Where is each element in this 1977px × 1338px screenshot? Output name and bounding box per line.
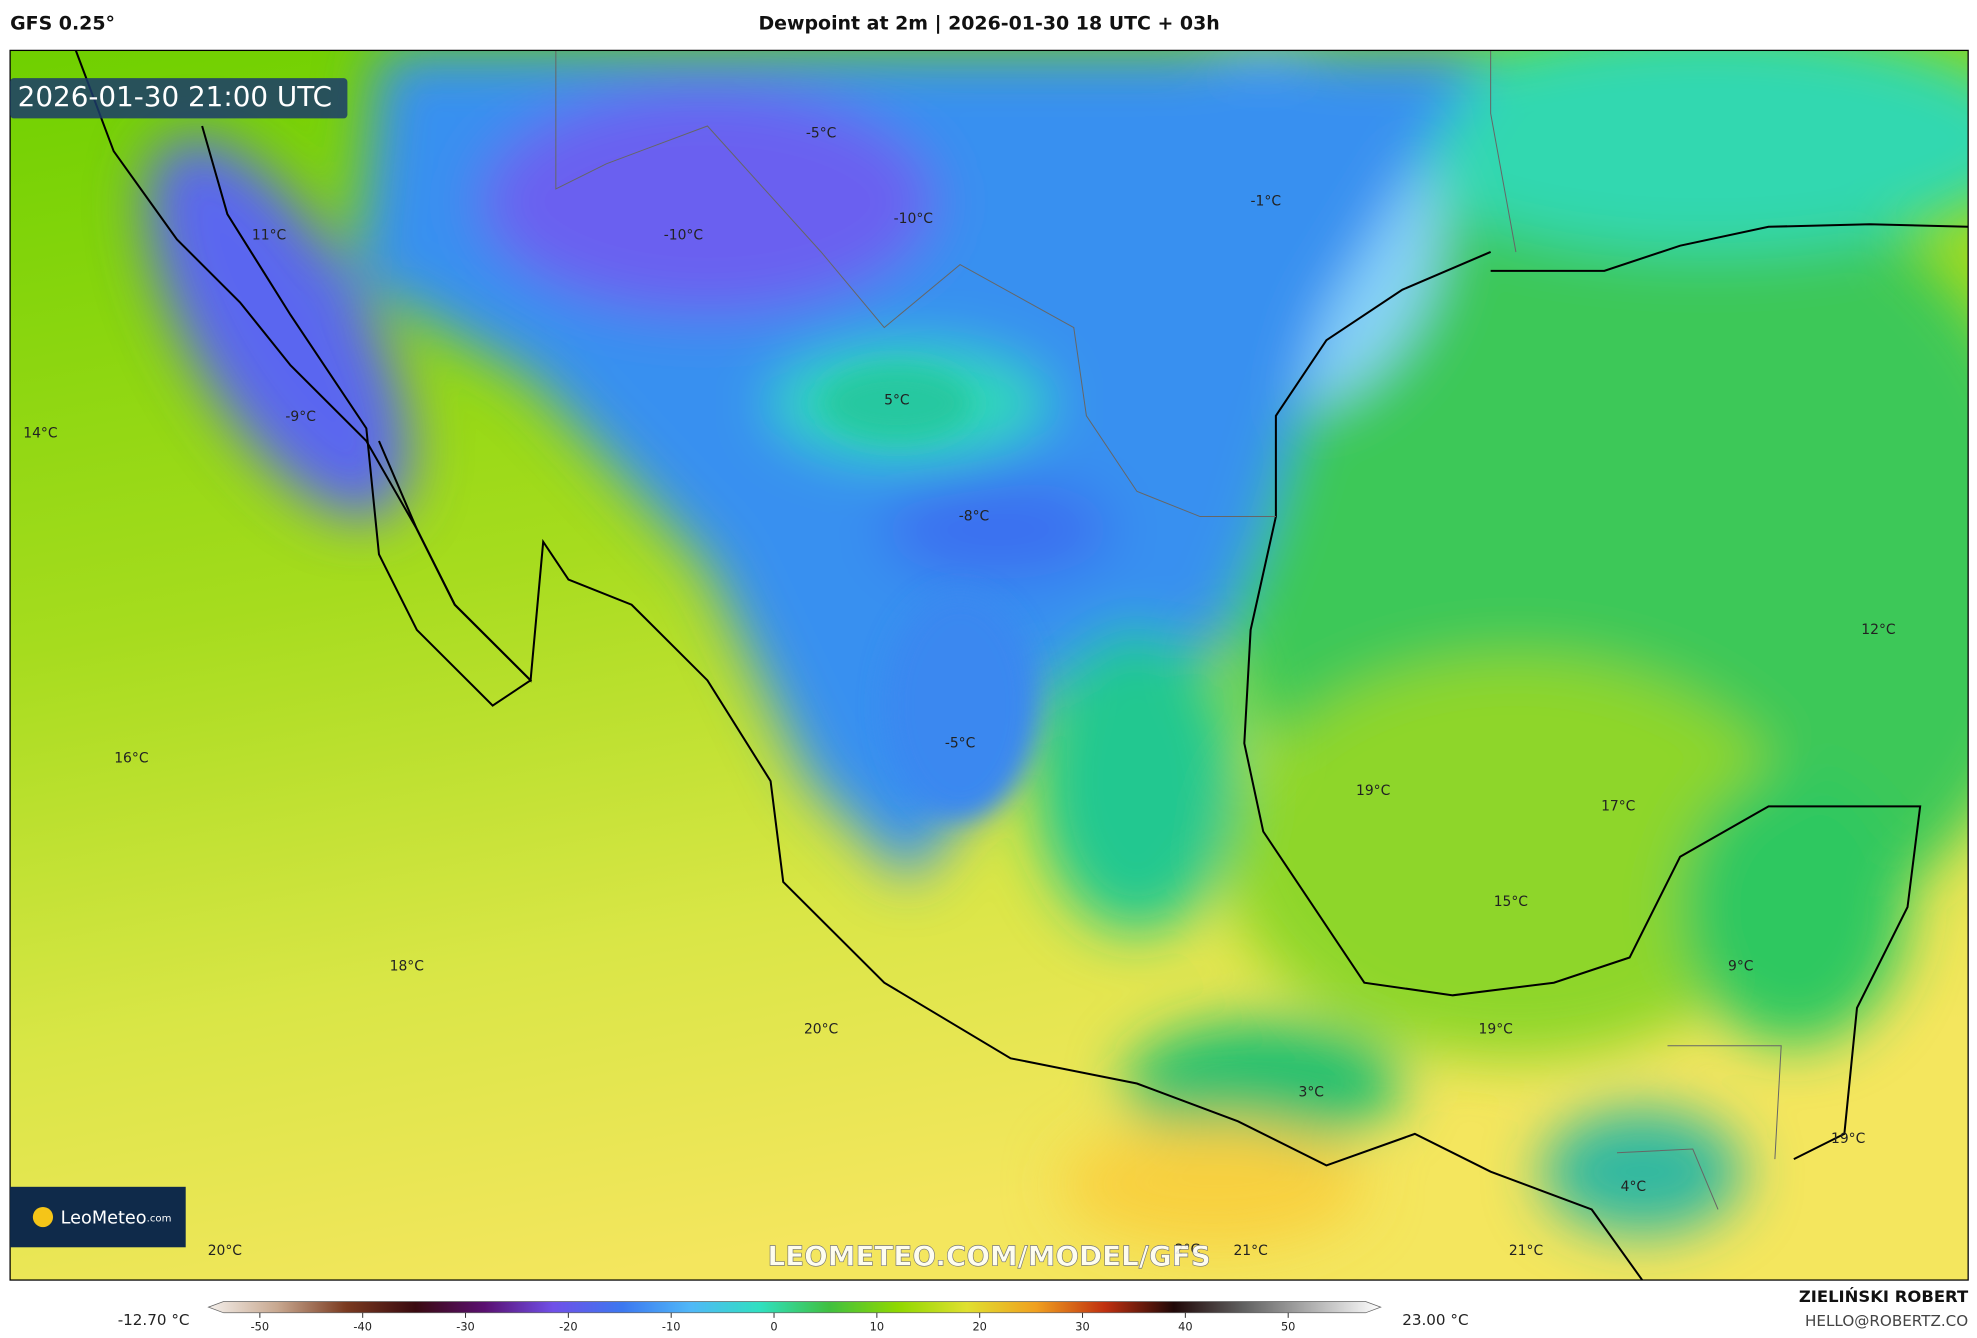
map-label: 11°C bbox=[252, 228, 286, 244]
map-label: -5°C bbox=[945, 735, 975, 751]
map-labels: 11°C -10°C -10°C -5°C -1°C 5°C -9°C 14°C -8°C 12°… bbox=[23, 126, 1895, 1259]
map-label: 5°C bbox=[884, 393, 909, 409]
map bbox=[10, 50, 1969, 1281]
author: ZIELIŃSKI ROBERT bbox=[1799, 1287, 1969, 1306]
map-label: 21°C bbox=[1233, 1243, 1267, 1259]
map-label: 9°C bbox=[1728, 958, 1753, 974]
map-label: 20°C bbox=[804, 1021, 838, 1037]
map-label: 12°C bbox=[1861, 622, 1895, 638]
map-label: -9°C bbox=[285, 409, 315, 425]
logo-suffix: .com bbox=[147, 1213, 172, 1224]
map-title: Dewpoint at 2m | 2026-01-30 18 UTC + 03h bbox=[758, 12, 1219, 34]
colorbar-bar bbox=[207, 1301, 1382, 1314]
colorbar-tick-label: -20 bbox=[559, 1319, 578, 1333]
colorbar-tick-label: -10 bbox=[662, 1319, 681, 1333]
logo: LeoMeteo.com bbox=[61, 1208, 172, 1228]
colorbar-tick-label: -40 bbox=[353, 1319, 372, 1333]
colorbar-tick-label: 0 bbox=[770, 1319, 777, 1333]
colorbar-tick-label: 20 bbox=[972, 1319, 986, 1333]
timestamp: 2026-01-30 21:00 UTC bbox=[18, 80, 332, 113]
map-label: 4°C bbox=[1621, 1179, 1646, 1195]
colorbar-tick-label: 10 bbox=[870, 1319, 884, 1333]
map-label: 19°C bbox=[1356, 783, 1390, 799]
map-label: 3°C bbox=[1299, 1084, 1324, 1100]
colorbar-tick-label: 50 bbox=[1281, 1319, 1295, 1333]
logo-name: LeoMeteo bbox=[61, 1208, 147, 1228]
map-label: 2°C bbox=[1175, 1242, 1200, 1258]
colorbar-tick-label: -30 bbox=[456, 1319, 475, 1333]
map-label: -8°C bbox=[959, 509, 989, 525]
logo-sun bbox=[32, 1206, 54, 1228]
map-label: -1°C bbox=[1251, 194, 1281, 210]
map-label: 20°C bbox=[208, 1243, 242, 1259]
map-label: 19°C bbox=[1479, 1021, 1513, 1037]
map-label: 18°C bbox=[390, 958, 424, 974]
map-label: -5°C bbox=[806, 126, 836, 142]
map-label: -10°C bbox=[664, 228, 703, 244]
colorbar-tick-label: -50 bbox=[251, 1319, 270, 1333]
map-label: 16°C bbox=[114, 750, 148, 766]
colorbar-max: 23.00 °C bbox=[1402, 1311, 1468, 1329]
colorbar-tick-label: 40 bbox=[1178, 1319, 1192, 1333]
contact: HELLO@ROBERTZ.CO bbox=[1805, 1312, 1968, 1330]
map-label: 19°C bbox=[1831, 1131, 1865, 1147]
map-label: -10°C bbox=[894, 211, 933, 227]
colorbar: -50 -40 -30 -20 -10 0 10 20 30 40 50 bbox=[207, 1301, 1382, 1333]
timestamp-box bbox=[10, 78, 348, 119]
colorbar-min: -12.70 °C bbox=[118, 1311, 190, 1329]
map-label: 21°C bbox=[1509, 1243, 1543, 1259]
map-label: 17°C bbox=[1601, 798, 1635, 814]
watermark: LEOMETEO.COM/MODEL/GFS bbox=[768, 1239, 1211, 1272]
colorbar-tick-label: 30 bbox=[1075, 1319, 1089, 1333]
model-name: GFS 0.25° bbox=[10, 12, 115, 34]
map-label: 15°C bbox=[1494, 894, 1528, 910]
map-label: 14°C bbox=[23, 425, 57, 441]
